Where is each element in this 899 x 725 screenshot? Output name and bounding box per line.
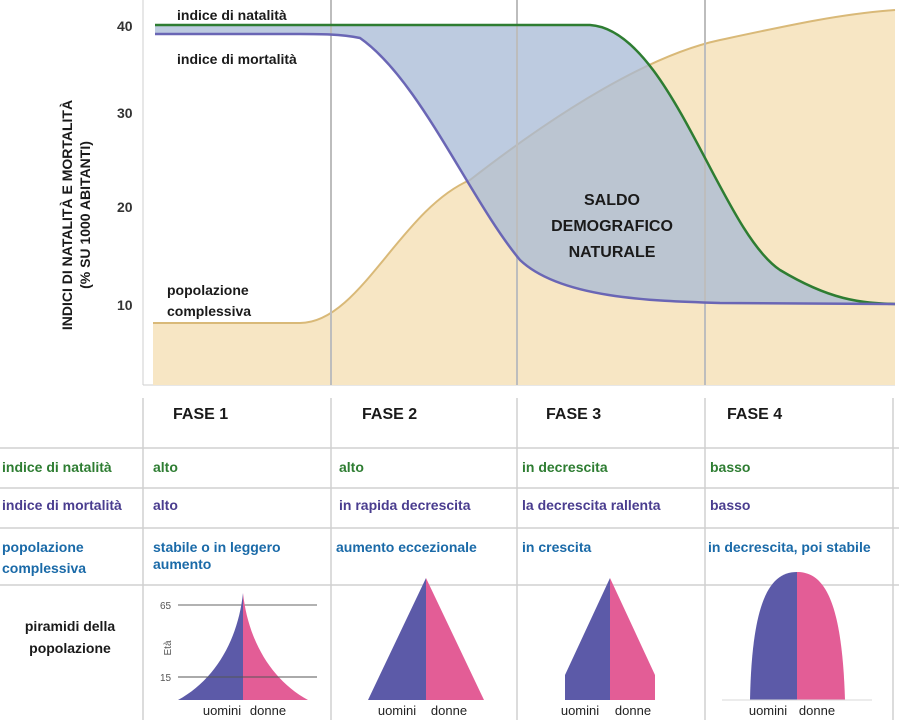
phase-header-2: FASE 2 bbox=[362, 406, 417, 423]
pyramid-fase-3: uomini donne bbox=[561, 578, 655, 718]
pyramid-3-women-label: donne bbox=[615, 703, 651, 718]
row-label-popolazione-line1: popolazione bbox=[2, 539, 84, 555]
popolazione-fase-1-line1: stabile o in leggero bbox=[153, 539, 281, 555]
phase-header-3: FASE 3 bbox=[546, 406, 601, 423]
natalita-fase-2: alto bbox=[339, 459, 364, 475]
pyramid-1-women bbox=[243, 593, 308, 700]
pyramids-label-line1: piramidi della bbox=[25, 618, 115, 634]
pyramid-fase-1: 65 15 Età uomini donne bbox=[160, 593, 317, 718]
y-axis-label-line1: INDICI DI NATALITÀ E MORTALITÀ bbox=[59, 100, 75, 330]
pyramid-4-women bbox=[797, 572, 845, 700]
pyramid-1-women-label: donne bbox=[250, 703, 286, 718]
pyramid-fase-4: uomini donne bbox=[722, 572, 872, 718]
mortalita-fase-1: alto bbox=[153, 497, 178, 513]
pyramid-1-age-axis: Età bbox=[163, 640, 174, 655]
pyramid-2-men bbox=[368, 578, 426, 700]
mortalita-fase-3: la decrescita rallenta bbox=[522, 497, 661, 513]
pyramid-4-men-label: uomini bbox=[749, 703, 787, 718]
saldo-label-line3: NATURALE bbox=[569, 244, 656, 261]
pyramid-3-men bbox=[565, 578, 610, 700]
y-tick-40: 40 bbox=[117, 18, 133, 34]
pyramid-2-women bbox=[426, 578, 484, 700]
pyramid-1-men bbox=[178, 593, 243, 700]
pyramid-1-age-65: 65 bbox=[160, 601, 172, 612]
pyramids-label-line2: popolazione bbox=[29, 640, 111, 656]
popolazione-fase-2: aumento eccezionale bbox=[336, 539, 477, 555]
pyramid-3-women bbox=[610, 578, 655, 700]
pyramid-fase-2: uomini donne bbox=[368, 578, 484, 718]
pyramid-2-women-label: donne bbox=[431, 703, 467, 718]
popolazione-fase-3: in crescita bbox=[522, 539, 591, 555]
phase-header-4: FASE 4 bbox=[727, 406, 782, 423]
row-label-popolazione-line2: complessiva bbox=[2, 560, 86, 576]
row-label-natalita: indice di natalità bbox=[2, 459, 112, 475]
mortalita-fase-2: in rapida decrescita bbox=[339, 497, 471, 513]
natalita-fase-4: basso bbox=[710, 459, 750, 475]
pyramid-2-men-label: uomini bbox=[378, 703, 416, 718]
population-curve-label-line2: complessiva bbox=[167, 303, 251, 319]
popolazione-fase-4: in decrescita, poi stabile bbox=[708, 539, 871, 555]
popolazione-fase-1-line2: aumento bbox=[153, 556, 211, 572]
natality-curve-label: indice di natalità bbox=[177, 7, 287, 23]
natalita-fase-1: alto bbox=[153, 459, 178, 475]
mortality-curve-label: indice di mortalità bbox=[177, 51, 297, 67]
pyramid-3-men-label: uomini bbox=[561, 703, 599, 718]
natality-line bbox=[155, 23, 896, 306]
population-curve-label-line1: popolazione bbox=[167, 282, 249, 298]
saldo-label-line1: SALDO bbox=[584, 192, 640, 209]
row-label-mortalita: indice di mortalità bbox=[2, 497, 122, 513]
pyramid-1-age-15: 15 bbox=[160, 673, 172, 684]
y-axis-label: INDICI DI NATALITÀ E MORTALITÀ (% SU 100… bbox=[59, 100, 93, 330]
y-tick-20: 20 bbox=[117, 199, 133, 215]
mortalita-fase-4: basso bbox=[710, 497, 750, 513]
y-tick-10: 10 bbox=[117, 297, 133, 313]
y-tick-30: 30 bbox=[117, 105, 133, 121]
mortality-line bbox=[155, 32, 896, 306]
pyramid-4-men bbox=[750, 572, 797, 700]
natalita-fase-3: in decrescita bbox=[522, 459, 608, 475]
saldo-label-line2: DEMOGRAFICO bbox=[551, 218, 673, 235]
pyramid-1-men-label: uomini bbox=[203, 703, 241, 718]
y-axis-label-line2: (% SU 1000 ABITANTI) bbox=[77, 141, 93, 289]
phase-header-1: FASE 1 bbox=[173, 406, 228, 423]
pyramid-4-women-label: donne bbox=[799, 703, 835, 718]
saldo-area bbox=[155, 25, 895, 304]
